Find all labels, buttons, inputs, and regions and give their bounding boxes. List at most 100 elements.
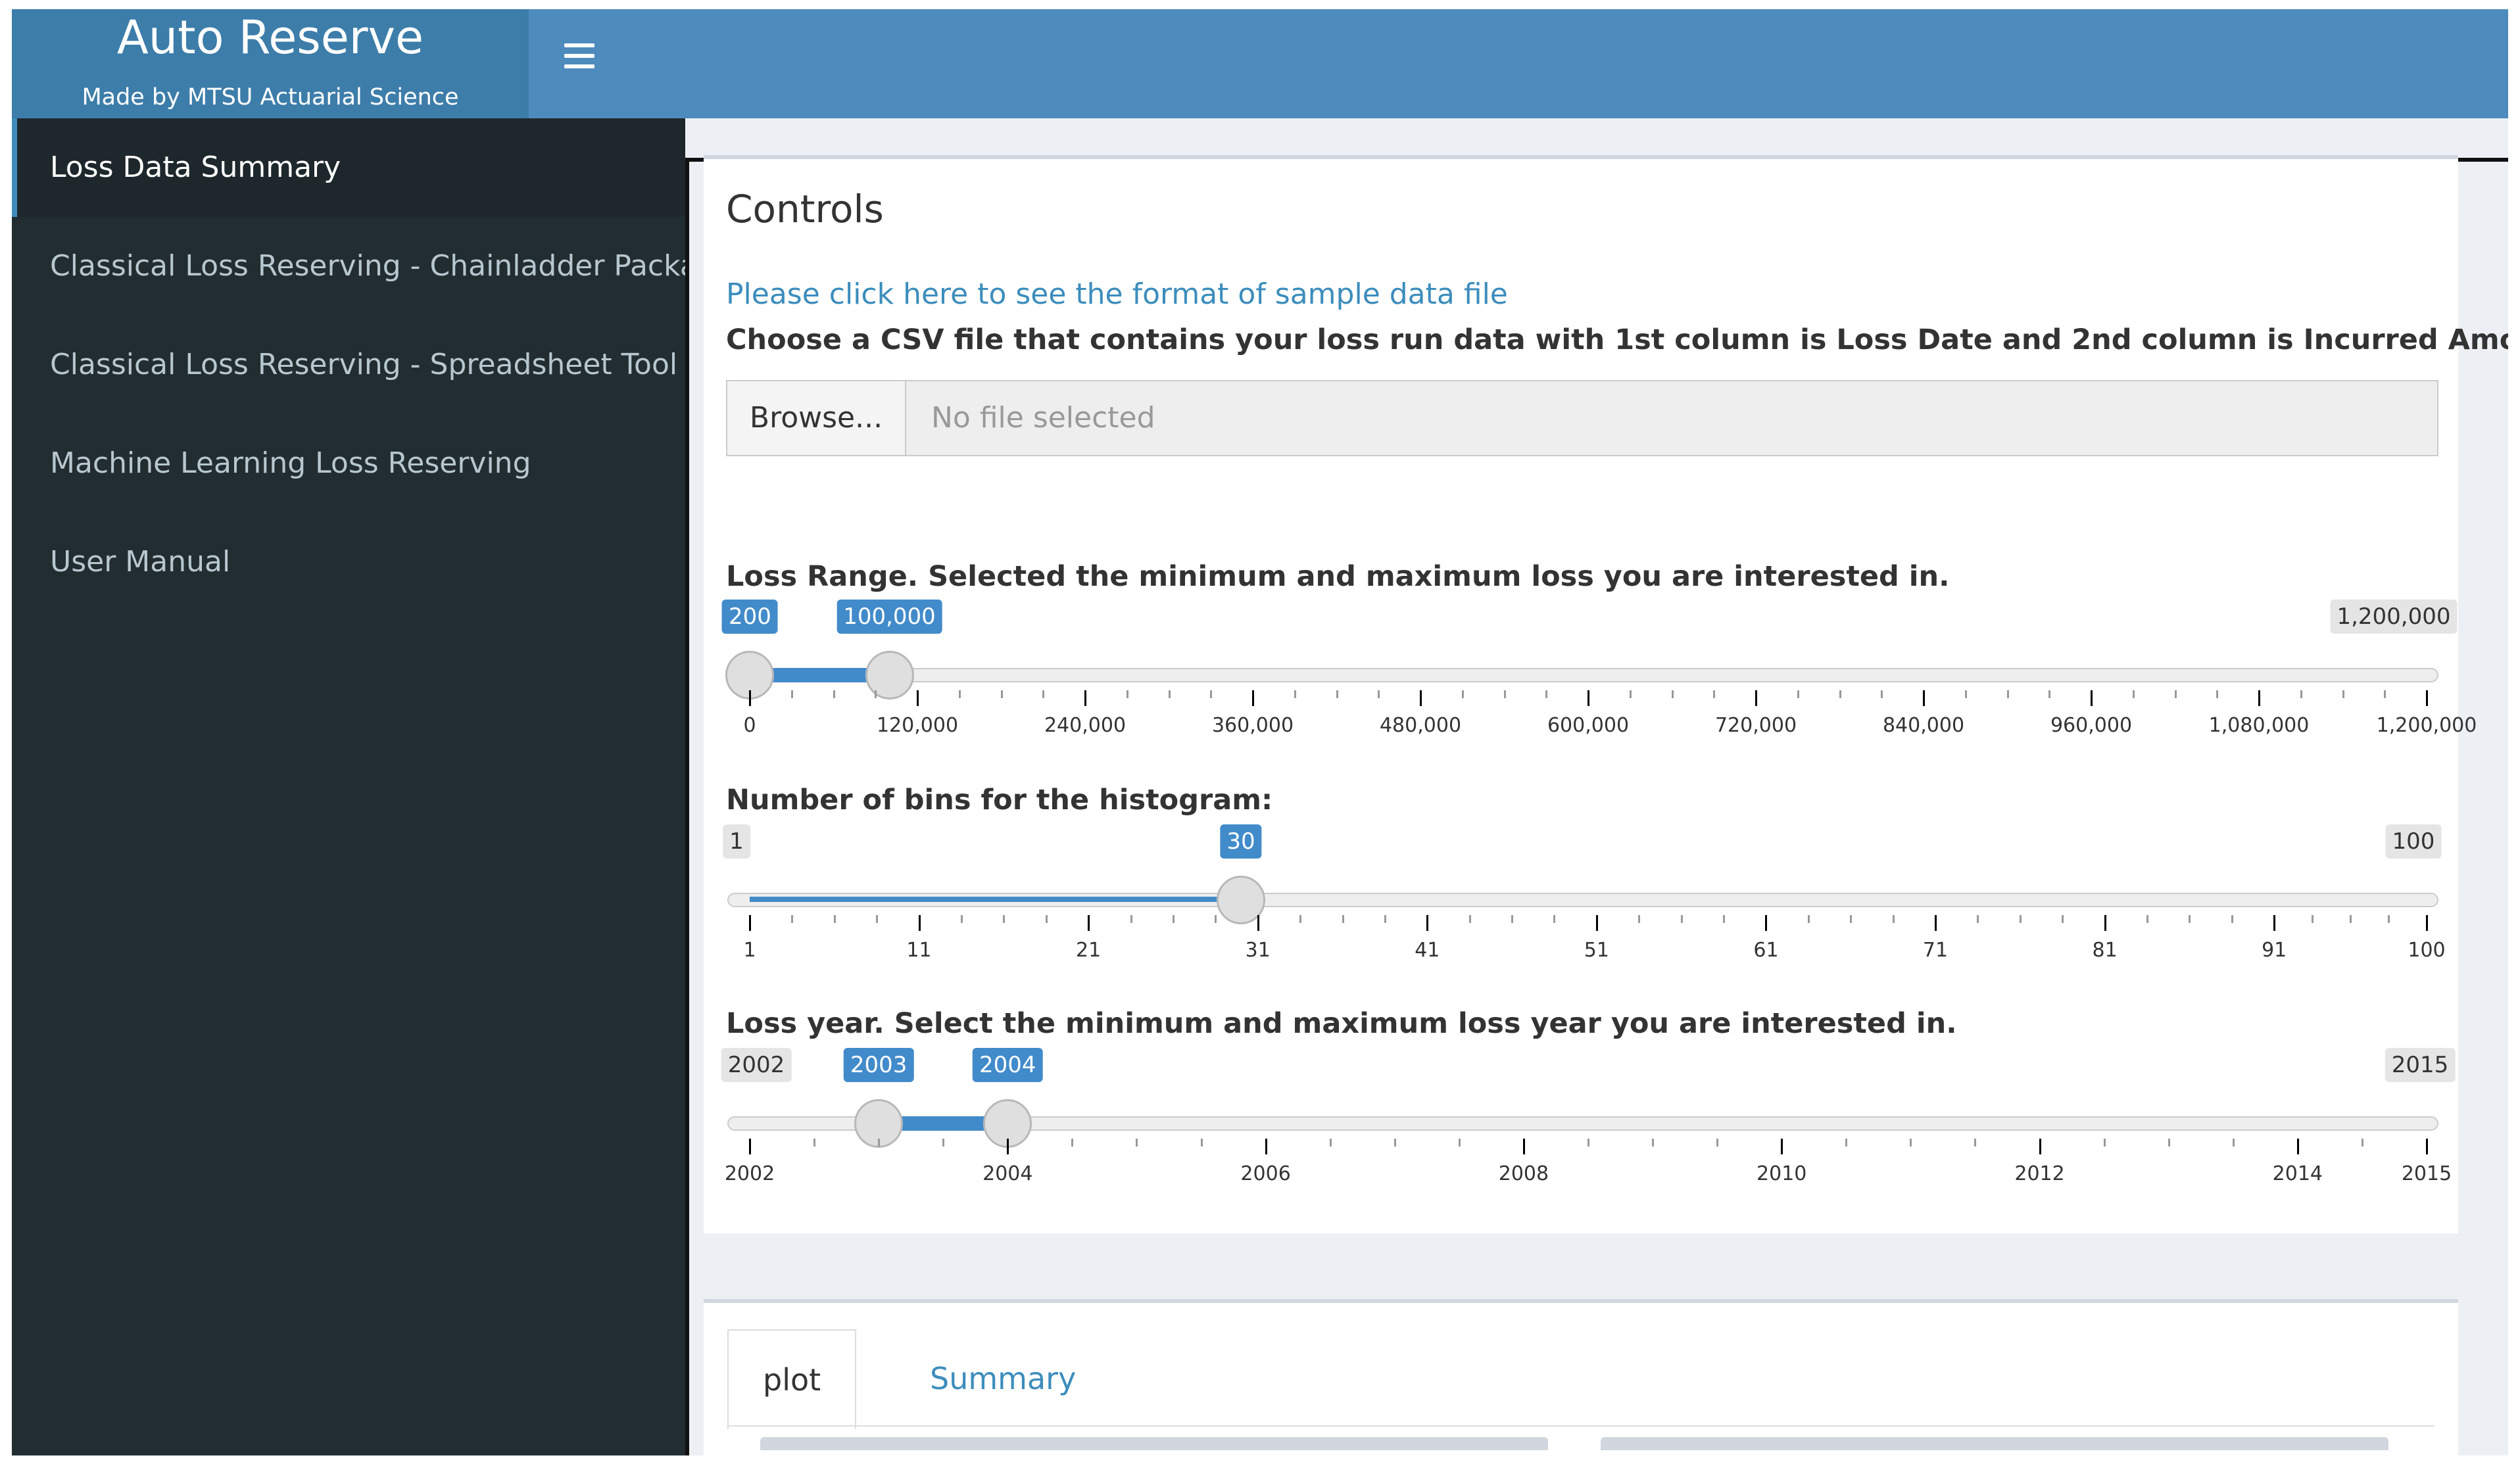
slider-minor-tick — [1000, 690, 1003, 698]
slider-to-value: 2004 — [973, 1048, 1043, 1082]
slider-minor-tick — [2132, 690, 2135, 698]
slider-min-value: 1 — [723, 824, 750, 859]
file-input[interactable]: Browse... No file selected — [726, 380, 2438, 456]
brand-logo-area[interactable]: Auto Reserve Made by MTSU Actuarial Scie… — [12, 9, 529, 118]
slider-min-value: 2002 — [721, 1048, 792, 1082]
tab-plot[interactable]: plot — [727, 1329, 857, 1429]
slider-minor-tick — [1716, 1139, 1719, 1147]
slider-tick-label: 0 — [743, 714, 756, 737]
slider-minor-tick — [2168, 1139, 2170, 1147]
slider-handle-max[interactable] — [865, 651, 914, 699]
sidebar: Loss Data Summary Classical Loss Reservi… — [12, 118, 734, 1455]
slider-minor-tick — [1130, 915, 1132, 923]
slider-minor-tick — [2384, 690, 2387, 698]
slider-tick — [1755, 690, 1757, 706]
hamburger-icon[interactable] — [564, 43, 594, 74]
slider-minor-tick — [2300, 690, 2302, 698]
loss-range-slider[interactable]: 200 100,000 1,200,000 0 120,000 240,000 360… — [704, 600, 2477, 737]
slider-minor-tick — [878, 1139, 881, 1147]
slider-minor-tick — [2216, 690, 2219, 698]
app-frame: Auto Reserve Made by MTSU Actuarial Scie… — [12, 9, 2508, 1455]
slider-tick-label: 91 — [2262, 939, 2287, 962]
sidebar-item-chainladder-package[interactable]: Classical Loss Reserving - Chainladder P… — [50, 249, 734, 283]
slider-handle-min[interactable] — [725, 651, 775, 699]
slider-from-value: 2003 — [843, 1048, 914, 1082]
slider-minor-tick — [1964, 690, 1967, 698]
slider-minor-tick — [791, 915, 794, 923]
slider-tick-label: 41 — [1415, 939, 1440, 962]
slider-minor-tick — [833, 915, 836, 923]
tab-summary[interactable]: Summary — [930, 1361, 1077, 1396]
slider-track[interactable] — [727, 893, 2438, 907]
slider-tick — [1265, 1139, 1267, 1154]
loss-year-slider[interactable]: 2002 2003 2004 2015 2002 2004 2006 2008 2010… — [704, 1048, 2458, 1185]
slider-tick — [1084, 690, 1086, 706]
slider-tick-label: 120,000 — [876, 714, 959, 737]
slider-tick — [918, 915, 921, 931]
slider-minor-tick — [1210, 690, 1213, 698]
slider-minor-tick — [2312, 915, 2314, 923]
slider-minor-tick — [1045, 915, 1048, 923]
sidebar-item-spreadsheet-tool[interactable]: Classical Loss Reserving - Spreadsheet T… — [50, 348, 678, 381]
slider-max-value: 2015 — [2385, 1048, 2456, 1082]
slider-tick-label: 51 — [1584, 939, 1609, 962]
slider-tick — [1781, 1139, 1783, 1154]
slider-minor-tick — [1503, 690, 1506, 698]
sidebar-item-user-manual[interactable]: User Manual — [50, 545, 231, 579]
slider-track[interactable] — [727, 1116, 2438, 1131]
top-navbar — [529, 9, 2508, 118]
slider-minor-tick — [2146, 915, 2148, 923]
slider-tick — [2039, 1139, 2041, 1154]
slider-minor-tick — [1042, 690, 1045, 698]
slider-handle[interactable] — [1216, 876, 1265, 924]
slider-tick — [749, 915, 751, 931]
slider-tick-label: 2010 — [1757, 1162, 1807, 1185]
browse-button[interactable]: Browse... — [727, 381, 906, 455]
slider-tick-label: 360,000 — [1211, 714, 1294, 737]
slider-minor-tick — [1845, 1139, 1848, 1147]
slider-minor-tick — [1892, 915, 1895, 923]
slider-minor-tick — [1468, 915, 1471, 923]
slider-minor-tick — [2048, 690, 2051, 698]
controls-title: Controls — [726, 187, 884, 231]
slider-tick-label: 2015 — [2401, 1162, 2452, 1185]
slider-minor-tick — [2388, 915, 2390, 923]
slider-tick-label: 11 — [906, 939, 932, 962]
file-name-field: No file selected — [931, 401, 1155, 435]
bins-slider[interactable]: 1 30 100 1 11 21 31 41 51 61 71 81 91 100 — [704, 824, 2458, 962]
slider-track[interactable] — [727, 668, 2438, 682]
slider-tick-label: 2004 — [982, 1162, 1033, 1185]
slider-minor-tick — [1671, 690, 1674, 698]
slider-max-value: 1,200,000 — [2330, 600, 2458, 634]
sidebar-item-loss-data-summary[interactable]: Loss Data Summary — [12, 118, 685, 217]
slider-minor-tick — [1168, 690, 1171, 698]
sample-data-link[interactable]: Please click here to see the format of s… — [726, 277, 1508, 311]
slider-tick-label: 600,000 — [1547, 714, 1630, 737]
slider-minor-tick — [2174, 690, 2177, 698]
plot-panel-right — [1601, 1437, 2388, 1450]
slider-tick-label: 61 — [1753, 939, 1779, 962]
slider-minor-tick — [1215, 915, 1217, 923]
slider-minor-tick — [2103, 1139, 2106, 1147]
file-input-label: Choose a CSV file that contains your los… — [726, 323, 2508, 356]
slider-tick-label: 2008 — [1498, 1162, 1549, 1185]
slider-tick — [2273, 915, 2276, 931]
slider-tick-label: 1 — [743, 939, 756, 962]
sidebar-item-machine-learning[interactable]: Machine Learning Loss Reserving — [50, 446, 531, 480]
slider-tick — [1426, 915, 1429, 931]
slider-minor-tick — [1839, 690, 1841, 698]
tab-divider — [727, 1425, 2435, 1427]
slider-minor-tick — [1336, 690, 1338, 698]
slider-minor-tick — [1378, 690, 1380, 698]
slider-tick — [1420, 690, 1422, 706]
slider-minor-tick — [2350, 915, 2352, 923]
slider-minor-tick — [1003, 915, 1006, 923]
slider-handle-max[interactable] — [983, 1099, 1032, 1148]
slider-tick — [1257, 915, 1259, 931]
slider-tick — [2104, 915, 2106, 931]
slider-tick — [2258, 690, 2260, 706]
slider-tick — [2426, 915, 2428, 931]
slider-tick-label: 81 — [2092, 939, 2118, 962]
slider-minor-tick — [1977, 915, 1979, 923]
slider-minor-tick — [2019, 915, 2022, 923]
